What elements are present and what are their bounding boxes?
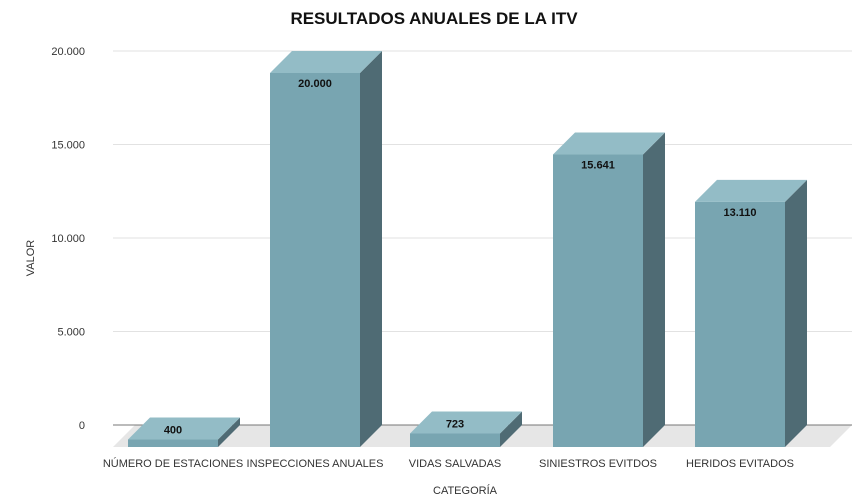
bar-side — [643, 132, 665, 447]
bars: 400 20.000 723 15.641 13.110 — [128, 51, 807, 447]
y-tick-label: 10.000 — [51, 233, 85, 245]
bar-top — [410, 411, 522, 434]
bar-top — [695, 179, 807, 202]
data-label: 400 — [164, 425, 182, 437]
bar-side — [500, 411, 522, 447]
bar: 400 — [128, 417, 240, 447]
bar-top — [553, 132, 665, 155]
x-tick-label: NÚMERO DE ESTACIONES — [103, 457, 243, 470]
bar: 20.000 — [270, 51, 382, 447]
bar: 15.641 — [553, 132, 665, 447]
bar-front — [128, 439, 218, 447]
y-tick-label: 20.000 — [51, 46, 85, 58]
x-axis-ticks: NÚMERO DE ESTACIONES INSPECCIONES ANUALES… — [103, 457, 794, 470]
bar: 723 — [410, 411, 522, 447]
data-label: 20.000 — [298, 78, 332, 90]
y-tick-label: 5.000 — [57, 327, 85, 339]
data-label: 15.641 — [581, 160, 615, 172]
x-tick-label: SINIESTROS EVITDOS — [539, 458, 657, 470]
x-tick-label: HERIDOS EVITADOS — [686, 458, 794, 470]
bar-top — [128, 417, 240, 440]
y-axis-label: VALOR — [25, 240, 37, 277]
bar-front — [270, 73, 360, 447]
bar-front — [553, 154, 643, 447]
data-label: 723 — [446, 418, 464, 430]
bar-side — [360, 51, 382, 447]
bar-side — [218, 417, 240, 447]
x-tick-label: INSPECCIONES ANUALES — [247, 458, 384, 470]
y-tick-label: 15.000 — [51, 140, 85, 152]
chart-title: RESULTADOS ANUALES DE LA ITV — [290, 9, 578, 28]
bar-front — [410, 433, 500, 447]
x-tick-label: VIDAS SALVADAS — [409, 458, 502, 470]
y-tick-label: 0 — [79, 420, 85, 432]
x-axis-label: CATEGORÍA — [433, 484, 498, 497]
bar-side — [785, 179, 807, 447]
data-label: 13.110 — [723, 207, 756, 219]
bar-top — [270, 51, 382, 73]
bar: 13.110 — [695, 179, 807, 447]
bar-front — [695, 201, 785, 447]
y-axis-ticks: 0 5.000 10.000 15.000 20.000 — [51, 46, 85, 432]
